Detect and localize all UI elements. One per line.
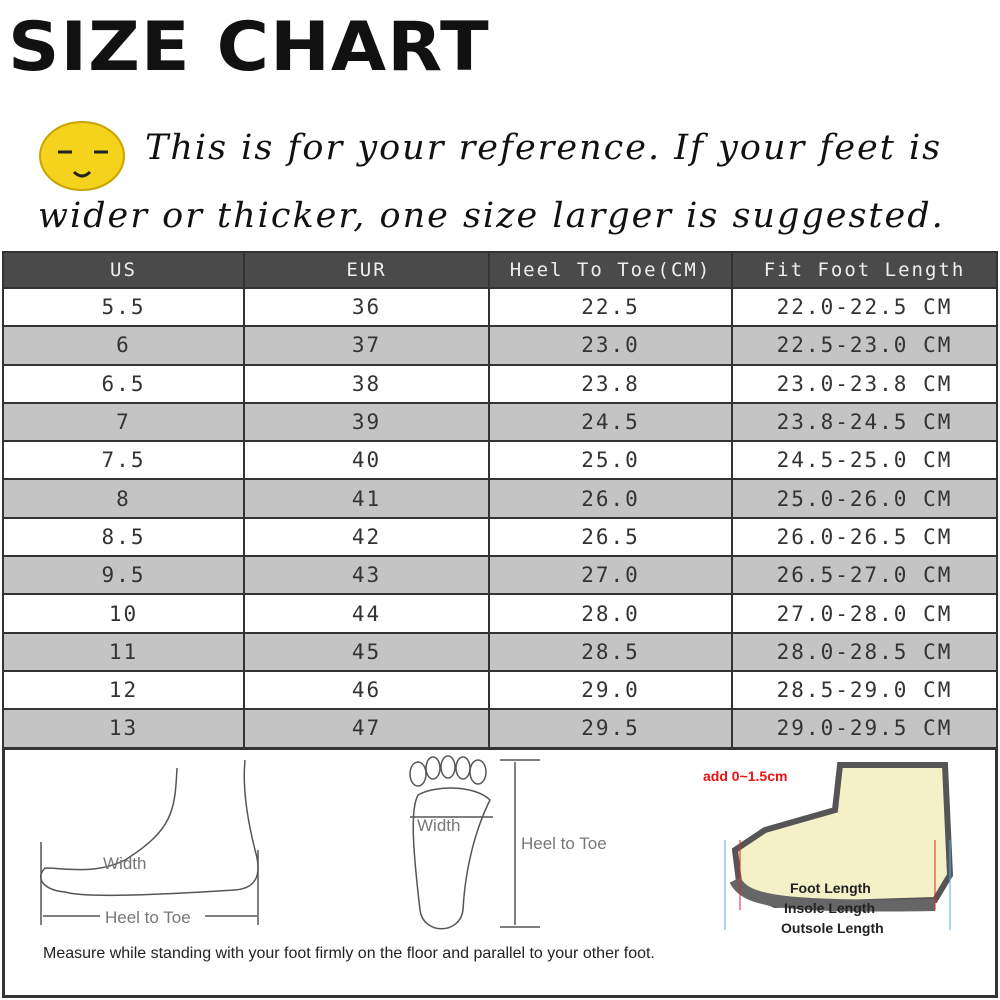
cell-heel-to-toe: 23.0 <box>488 325 733 366</box>
cell-heel-to-toe: 23.8 <box>488 363 733 404</box>
cell-eur: 43 <box>243 555 490 596</box>
cell-us: 7.5 <box>2 440 245 481</box>
measurement-guide: Width Heel to Toe Width Heel to Toe add … <box>2 748 998 998</box>
cell-fit-foot-length: 25.0-26.0 CM <box>731 478 998 519</box>
cell-us: 6.5 <box>2 363 245 404</box>
cell-eur: 40 <box>243 440 490 481</box>
cell-fit-foot-length: 22.0-22.5 CM <box>731 286 998 328</box>
cell-us: 5.5 <box>2 286 245 328</box>
cell-eur: 39 <box>243 401 490 443</box>
table-row: 11 45 28.5 28.0-28.5 CM <box>2 631 998 672</box>
cell-fit-foot-length: 27.0-28.0 CM <box>731 593 998 634</box>
table-row: 12 46 29.0 28.5-29.0 CM <box>2 669 998 711</box>
cell-heel-to-toe: 22.5 <box>488 286 733 328</box>
side-heel-to-toe-label: Heel to Toe <box>105 908 191 927</box>
cell-heel-to-toe: 29.5 <box>488 708 733 749</box>
cell-heel-to-toe: 26.5 <box>488 516 733 558</box>
cell-heel-to-toe: 28.0 <box>488 593 733 634</box>
cell-us: 13 <box>2 708 245 749</box>
cell-us: 6 <box>2 325 245 366</box>
cell-eur: 38 <box>243 363 490 404</box>
table-row: 5.5 36 22.5 22.0-22.5 CM <box>2 286 998 328</box>
cell-heel-to-toe: 25.0 <box>488 440 733 481</box>
cell-fit-foot-length: 26.0-26.5 CM <box>731 516 998 558</box>
smiley-icon <box>39 121 125 191</box>
reference-note-line1: This is for your reference. If your feet… <box>145 128 943 168</box>
cell-eur: 41 <box>243 478 490 519</box>
cell-heel-to-toe: 27.0 <box>488 555 733 596</box>
foot-length-label: Foot Length <box>790 880 871 896</box>
table-row: 8.5 42 26.5 26.0-26.5 CM <box>2 516 998 558</box>
cell-eur: 42 <box>243 516 490 558</box>
table-row: 7 39 24.5 23.8-24.5 CM <box>2 401 998 443</box>
side-width-label: Width <box>103 854 147 873</box>
cell-heel-to-toe: 24.5 <box>488 401 733 443</box>
side-foot-icon <box>40 759 259 925</box>
measure-instruction: Measure while standing with your foot fi… <box>43 945 655 962</box>
cell-eur: 46 <box>243 669 490 711</box>
cell-fit-foot-length: 29.0-29.5 CM <box>731 708 998 749</box>
cell-heel-to-toe: 26.0 <box>488 478 733 519</box>
table-header-row: US EUR Heel To Toe(CM) Fit Foot Length <box>2 251 998 289</box>
table-row: 10 44 28.0 27.0-28.0 CM <box>2 593 998 634</box>
cell-us: 9.5 <box>2 555 245 596</box>
table-row: 6.5 38 23.8 23.0-23.8 CM <box>2 363 998 404</box>
cell-eur: 45 <box>243 631 490 672</box>
cell-fit-foot-length: 23.8-24.5 CM <box>731 401 998 443</box>
cell-fit-foot-length: 23.0-23.8 CM <box>731 363 998 404</box>
table-row: 9.5 43 27.0 26.5-27.0 CM <box>2 555 998 596</box>
cell-us: 12 <box>2 669 245 711</box>
table-row: 7.5 40 25.0 24.5-25.0 CM <box>2 440 998 481</box>
size-table: US EUR Heel To Toe(CM) Fit Foot Length 5… <box>2 251 998 749</box>
reference-note-line2: wider or thicker, one size larger is sug… <box>38 196 945 236</box>
cell-eur: 47 <box>243 708 490 749</box>
page-title: SIZE CHART <box>8 8 490 87</box>
header-us: US <box>2 251 245 289</box>
table-row: 13 47 29.5 29.0-29.5 CM <box>2 708 998 749</box>
cell-us: 8 <box>2 478 245 519</box>
cell-eur: 36 <box>243 286 490 328</box>
cell-us: 8.5 <box>2 516 245 558</box>
header-fit-foot-length: Fit Foot Length <box>731 251 998 289</box>
table-row: 6 37 23.0 22.5-23.0 CM <box>2 325 998 366</box>
header-eur: EUR <box>243 251 490 289</box>
cell-us: 11 <box>2 631 245 672</box>
add-allowance-note: add 0~1.5cm <box>703 768 788 784</box>
cell-fit-foot-length: 26.5-27.0 CM <box>731 555 998 596</box>
shoe-cross-section-icon <box>724 762 954 930</box>
insole-length-label: Insole Length <box>784 900 875 916</box>
cell-fit-foot-length: 28.5-29.0 CM <box>731 669 998 711</box>
foot-diagrams <box>40 755 954 930</box>
header-heel-to-toe: Heel To Toe(CM) <box>488 251 733 289</box>
sole-foot-icon <box>409 755 540 930</box>
cell-fit-foot-length: 28.0-28.5 CM <box>731 631 998 672</box>
outsole-length-label: Outsole Length <box>781 920 884 936</box>
sole-width-label: Width <box>417 816 461 835</box>
cell-heel-to-toe: 28.5 <box>488 631 733 672</box>
cell-fit-foot-length: 24.5-25.0 CM <box>731 440 998 481</box>
cell-eur: 37 <box>243 325 490 366</box>
cell-us: 10 <box>2 593 245 634</box>
cell-heel-to-toe: 29.0 <box>488 669 733 711</box>
sole-heel-to-toe-label: Heel to Toe <box>521 834 607 853</box>
cell-eur: 44 <box>243 593 490 634</box>
cell-us: 7 <box>2 401 245 443</box>
table-row: 8 41 26.0 25.0-26.0 CM <box>2 478 998 519</box>
cell-fit-foot-length: 22.5-23.0 CM <box>731 325 998 366</box>
